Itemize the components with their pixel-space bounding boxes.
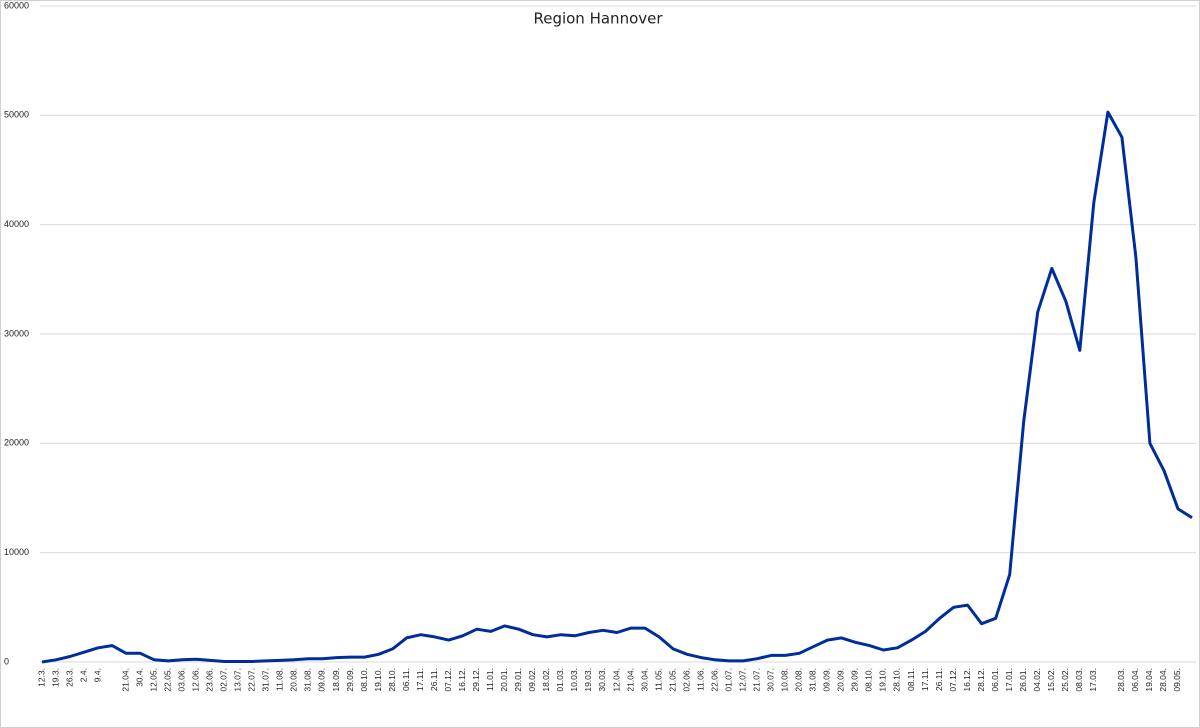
x-tick-label: 21.05. [667, 668, 677, 692]
x-tick-label: 17.01. [1004, 668, 1014, 692]
x-tick-label: 12.04. [611, 668, 621, 692]
x-tick-label: 2.4. [78, 668, 88, 682]
x-tick-label: 19.10. [373, 668, 383, 692]
x-tick-label: 26.3. [64, 668, 74, 687]
x-tick-label: 30.04. [639, 668, 649, 692]
x-tick-label: 12.05. [148, 668, 158, 692]
x-tick-label: 28.12. [976, 668, 986, 692]
x-tick-label: 21.04. [625, 668, 635, 692]
y-tick-label: 10000 [4, 547, 29, 557]
x-tick-label: 17.11. [415, 668, 425, 691]
x-tick-label: 08.10. [864, 668, 874, 692]
x-tick-label: 02.06. [681, 668, 691, 692]
x-tick-label: 26.11. [429, 668, 439, 691]
y-tick-label: 40000 [4, 219, 29, 229]
x-tick-label: 10.08. [780, 668, 790, 692]
x-tick-label: 09.09. [822, 668, 832, 692]
x-tick-label: 25.02. [1060, 668, 1070, 692]
x-tick-label: 08.11. [906, 668, 916, 691]
x-tick-label: 30.03. [597, 668, 607, 692]
x-tick-label: 20.09. [836, 668, 846, 692]
x-tick-label: 19.03. [583, 668, 593, 692]
x-tick-label: 19.04. [1144, 668, 1154, 692]
x-tick-label: 01.03. [555, 668, 565, 692]
x-tick-label: 08.03. [1074, 668, 1084, 692]
x-tick-label: 15.02. [1046, 668, 1056, 692]
y-tick-label: 0 [4, 656, 9, 666]
x-tick-label: 31.08. [808, 668, 818, 692]
x-tick-label: 18.02. [541, 668, 551, 692]
x-tick-label: 21.04. [120, 668, 130, 692]
x-tick-label: 20.08. [794, 668, 804, 692]
chart-title: Region Hannover [533, 10, 663, 28]
x-tick-label: 29.09. [850, 668, 860, 692]
x-tick-label: 23.06. [205, 668, 215, 692]
x-tick-label: 26.01. [1018, 668, 1028, 692]
x-tick-label: 30.07. [766, 668, 776, 692]
y-tick-label: 50000 [4, 110, 29, 120]
x-tick-label: 28.10. [892, 668, 902, 692]
x-tick-label: 12.3. [36, 668, 46, 687]
x-tick-label: 19.10. [878, 668, 888, 692]
x-tick-label: 28.04. [1158, 668, 1168, 692]
data-line [41, 110, 1193, 664]
x-tick-label: 04.02. [1032, 668, 1042, 692]
x-tick-label: 01.07. [723, 668, 733, 692]
x-tick-label: 17.11. [920, 668, 930, 691]
x-tick-label: 09.02. [527, 668, 537, 692]
y-tick-label: 60000 [4, 0, 29, 10]
x-tick-label: 06.04. [1130, 668, 1140, 692]
y-tick-label: 20000 [4, 438, 29, 448]
x-tick-label: 07.12. [948, 668, 958, 692]
x-tick-label: 18.09. [331, 668, 341, 692]
x-tick-label: 11.08. [275, 668, 285, 691]
x-tick-label: 22.05. [162, 668, 172, 692]
x-tick-label: 08.10. [359, 668, 369, 692]
x-tick-label: 17.03. [1088, 668, 1098, 692]
x-tick-label: 22.06. [709, 668, 719, 692]
x-tick-label: 16.12. [962, 668, 972, 692]
x-tick-label: 16.12. [457, 668, 467, 692]
x-tick-label: 09.05. [1172, 668, 1182, 692]
x-tick-label: 11.01. [485, 668, 495, 691]
x-tick-label: 12.07. [737, 668, 747, 692]
x-tick-label: 31.07. [261, 668, 271, 692]
y-tick-label: 30000 [4, 328, 29, 338]
x-tick-label: 22.07. [247, 668, 257, 692]
x-tick-label: 12.06. [191, 668, 201, 692]
x-tick-label: 31.08. [303, 668, 313, 692]
x-tick-label: 26.11. [934, 668, 944, 691]
x-tick-label: 29.01. [513, 668, 523, 692]
x-tick-label: 10.03. [569, 668, 579, 692]
x-tick-label: 20.08. [289, 668, 299, 692]
x-tick-label: 21.07. [751, 668, 761, 692]
x-tick-label: 28.10. [387, 668, 397, 692]
x-tick-label: 30.4. [134, 668, 144, 687]
x-tick-label: 03.06. [176, 668, 186, 692]
x-tick-label: 28.03. [1116, 668, 1126, 692]
x-tick-label: 06.01. [990, 668, 1000, 692]
x-tick-label: 06.11. [401, 668, 411, 691]
x-tick-label: 29.09. [345, 668, 355, 692]
x-tick-label: 20.01. [499, 668, 509, 692]
x-tick-label: 09.09. [317, 668, 327, 692]
x-tick-label: 07.12. [443, 668, 453, 692]
x-tick-label: 29.12. [471, 668, 481, 692]
x-tick-label: 19.3. [50, 668, 60, 687]
x-tick-label: 11.05. [653, 668, 663, 691]
x-tick-label: 02.07. [219, 668, 229, 692]
x-tick-label: 9.4. [92, 668, 102, 682]
x-tick-label: 13.07. [233, 668, 243, 692]
x-tick-label: 11.06. [695, 668, 705, 691]
